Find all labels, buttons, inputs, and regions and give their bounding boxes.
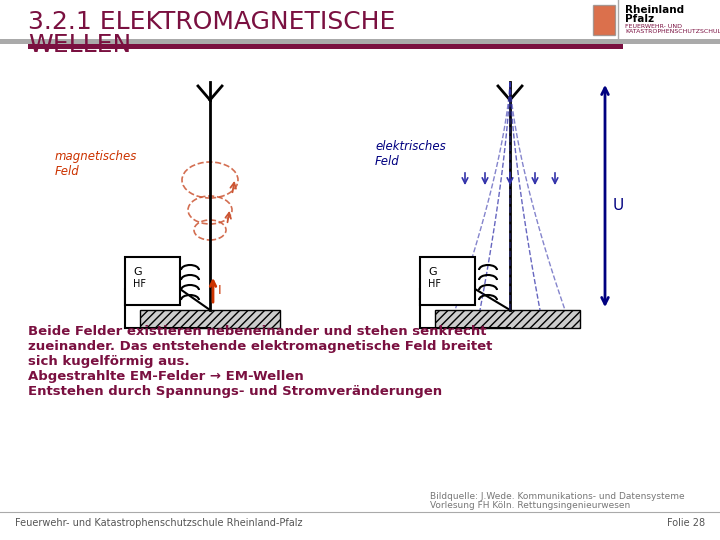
Text: HF: HF [133, 279, 146, 289]
Bar [420, 257, 475, 305]
Text: Feuerwehr- und Katastrophenschutzschule Rheinland-Pfalz: Feuerwehr- und Katastrophenschutzschule … [15, 518, 302, 528]
Bar [435, 310, 580, 328]
Text: Beide Felder existieren nebeneinander und stehen senkrecht: Beide Felder existieren nebeneinander un… [28, 325, 487, 338]
Text: Folie 28: Folie 28 [667, 518, 705, 528]
Bar [125, 257, 180, 305]
Text: Vorlesung FH Köln. Rettungsingenieurwesen: Vorlesung FH Köln. Rettungsingenieurwese… [430, 501, 630, 510]
Text: Bildquelle: J.Wede. Kommunikations- und Datensysteme: Bildquelle: J.Wede. Kommunikations- und … [430, 492, 685, 501]
Bar [140, 310, 280, 328]
Text: Entstehen durch Spannungs- und Stromveränderungen: Entstehen durch Spannungs- und Stromverä… [28, 385, 442, 398]
Text: magnetisches
Feld: magnetisches Feld [55, 150, 138, 178]
Bar [0, 39, 720, 44]
Bar [593, 5, 615, 35]
Text: Pfalz: Pfalz [625, 14, 654, 24]
Text: U: U [613, 198, 624, 213]
Text: FEUERWEHR- UND: FEUERWEHR- UND [625, 24, 682, 29]
Text: WELLEN: WELLEN [28, 33, 131, 57]
Text: elektrisches
Feld: elektrisches Feld [375, 140, 446, 168]
Bar [28, 44, 623, 49]
Text: G: G [428, 267, 436, 277]
Text: Abgestrahlte EM-Felder → EM-Wellen: Abgestrahlte EM-Felder → EM-Wellen [28, 370, 304, 383]
Text: zueinander. Das entstehende elektromagnetische Feld breitet: zueinander. Das entstehende elektromagne… [28, 340, 492, 353]
Text: sich kugelförmig aus.: sich kugelförmig aus. [28, 355, 189, 368]
Text: Rheinland: Rheinland [625, 5, 684, 15]
Text: 3.2.1 ELEKTROMAGNETISCHE: 3.2.1 ELEKTROMAGNETISCHE [28, 10, 395, 34]
Text: HF: HF [428, 279, 441, 289]
Text: I: I [218, 284, 222, 296]
Text: G: G [133, 267, 142, 277]
Text: KATASTROPHENSCHUTZSCHULE: KATASTROPHENSCHUTZSCHULE [625, 29, 720, 34]
